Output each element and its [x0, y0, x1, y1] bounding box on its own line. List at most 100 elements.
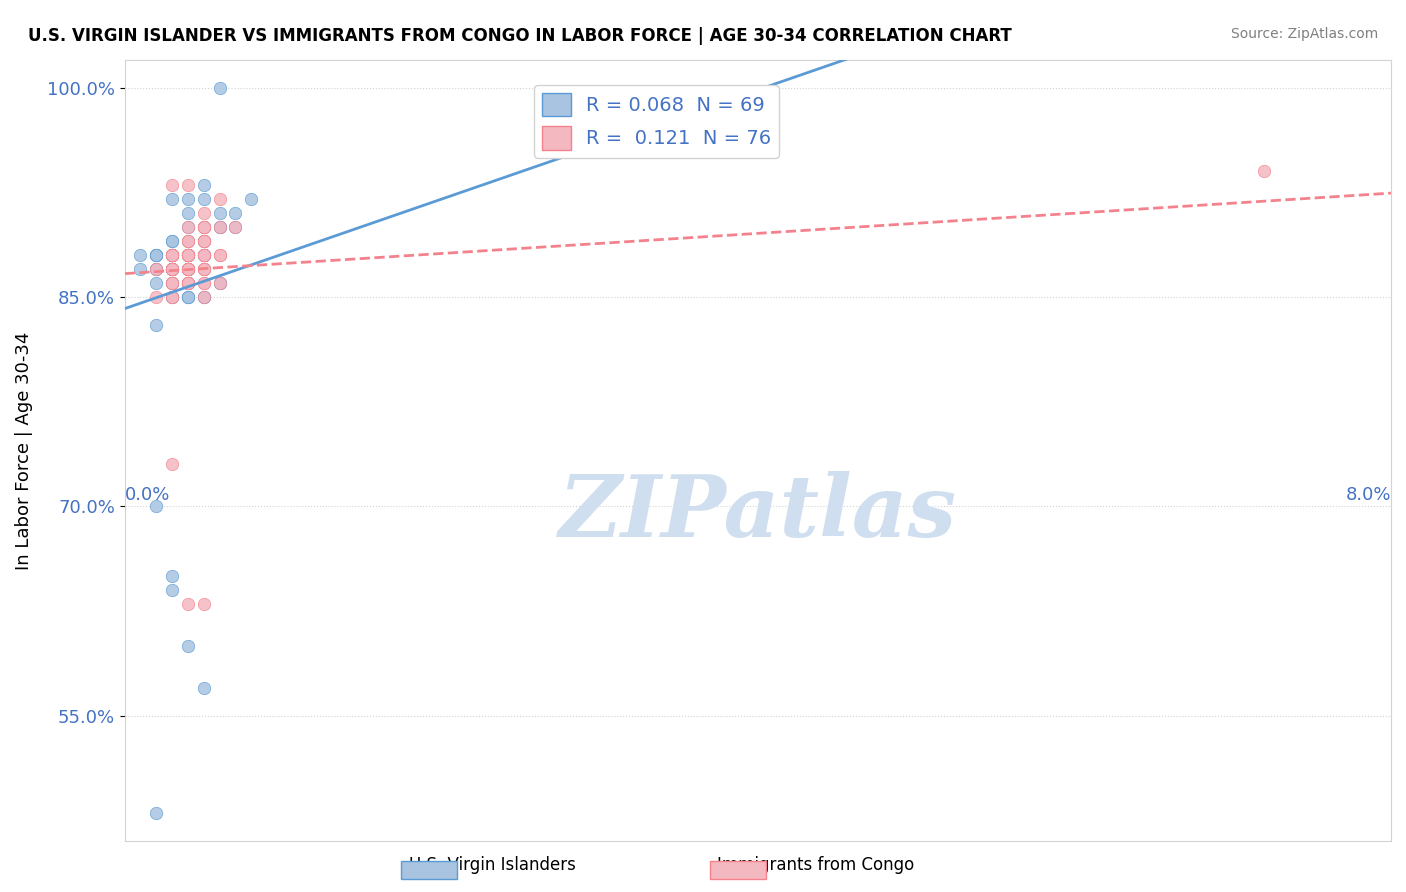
Point — [208, 206, 231, 220]
Point — [160, 276, 183, 290]
Point — [160, 262, 183, 277]
Point — [160, 248, 183, 262]
Point — [193, 220, 215, 235]
Point — [160, 234, 183, 248]
Point — [193, 597, 215, 611]
Text: U.S. VIRGIN ISLANDER VS IMMIGRANTS FROM CONGO IN LABOR FORCE | AGE 30-34 CORRELA: U.S. VIRGIN ISLANDER VS IMMIGRANTS FROM … — [28, 27, 1012, 45]
Point — [177, 290, 200, 304]
Point — [160, 262, 183, 277]
Point — [160, 248, 183, 262]
Point — [160, 276, 183, 290]
Point — [177, 262, 200, 277]
Point — [177, 639, 200, 653]
Point — [1253, 164, 1275, 178]
Point — [177, 597, 200, 611]
Point — [208, 220, 231, 235]
Point — [208, 80, 231, 95]
Point — [145, 262, 167, 277]
Point — [177, 262, 200, 277]
Point — [160, 248, 183, 262]
Point — [160, 248, 183, 262]
Point — [177, 234, 200, 248]
Point — [160, 248, 183, 262]
Point — [177, 248, 200, 262]
Point — [177, 262, 200, 277]
Point — [160, 290, 183, 304]
Point — [177, 248, 200, 262]
Point — [193, 248, 215, 262]
Point — [160, 178, 183, 193]
Point — [193, 192, 215, 206]
Point — [193, 220, 215, 235]
Point — [177, 262, 200, 277]
Point — [193, 220, 215, 235]
Point — [177, 178, 200, 193]
Point — [193, 234, 215, 248]
Point — [177, 290, 200, 304]
Point — [177, 248, 200, 262]
Point — [160, 569, 183, 583]
Point — [129, 248, 152, 262]
Y-axis label: In Labor Force | Age 30-34: In Labor Force | Age 30-34 — [15, 331, 32, 570]
Point — [177, 276, 200, 290]
Point — [160, 276, 183, 290]
Point — [193, 248, 215, 262]
Point — [224, 206, 246, 220]
Point — [160, 276, 183, 290]
Point — [193, 290, 215, 304]
Point — [177, 220, 200, 235]
Text: Immigrants from Congo: Immigrants from Congo — [717, 856, 914, 874]
Point — [177, 248, 200, 262]
Point — [177, 248, 200, 262]
Point — [177, 290, 200, 304]
Point — [145, 248, 167, 262]
Point — [160, 582, 183, 597]
Point — [145, 262, 167, 277]
Point — [145, 290, 167, 304]
Point — [208, 276, 231, 290]
Point — [145, 500, 167, 514]
Point — [160, 262, 183, 277]
Point — [208, 276, 231, 290]
Point — [160, 262, 183, 277]
Point — [193, 290, 215, 304]
Point — [193, 178, 215, 193]
Point — [160, 458, 183, 472]
Point — [160, 290, 183, 304]
Text: 0.0%: 0.0% — [125, 485, 170, 504]
Point — [160, 248, 183, 262]
Text: Source: ZipAtlas.com: Source: ZipAtlas.com — [1230, 27, 1378, 41]
Point — [145, 248, 167, 262]
Point — [160, 276, 183, 290]
Point — [177, 248, 200, 262]
Point — [145, 248, 167, 262]
Point — [224, 220, 246, 235]
Point — [160, 234, 183, 248]
Point — [177, 262, 200, 277]
Point — [160, 248, 183, 262]
Point — [177, 248, 200, 262]
Point — [160, 192, 183, 206]
Point — [208, 248, 231, 262]
Point — [177, 248, 200, 262]
Point — [160, 248, 183, 262]
Point — [193, 234, 215, 248]
Point — [160, 262, 183, 277]
Point — [193, 248, 215, 262]
Point — [177, 276, 200, 290]
Point — [193, 234, 215, 248]
Point — [193, 276, 215, 290]
Point — [177, 248, 200, 262]
Point — [145, 276, 167, 290]
Text: ZIPatlas: ZIPatlas — [558, 471, 957, 555]
Point — [177, 276, 200, 290]
Point — [224, 220, 246, 235]
Point — [177, 192, 200, 206]
Point — [145, 806, 167, 821]
Point — [193, 262, 215, 277]
Point — [177, 234, 200, 248]
Point — [193, 262, 215, 277]
Point — [177, 276, 200, 290]
Point — [160, 248, 183, 262]
Point — [177, 276, 200, 290]
